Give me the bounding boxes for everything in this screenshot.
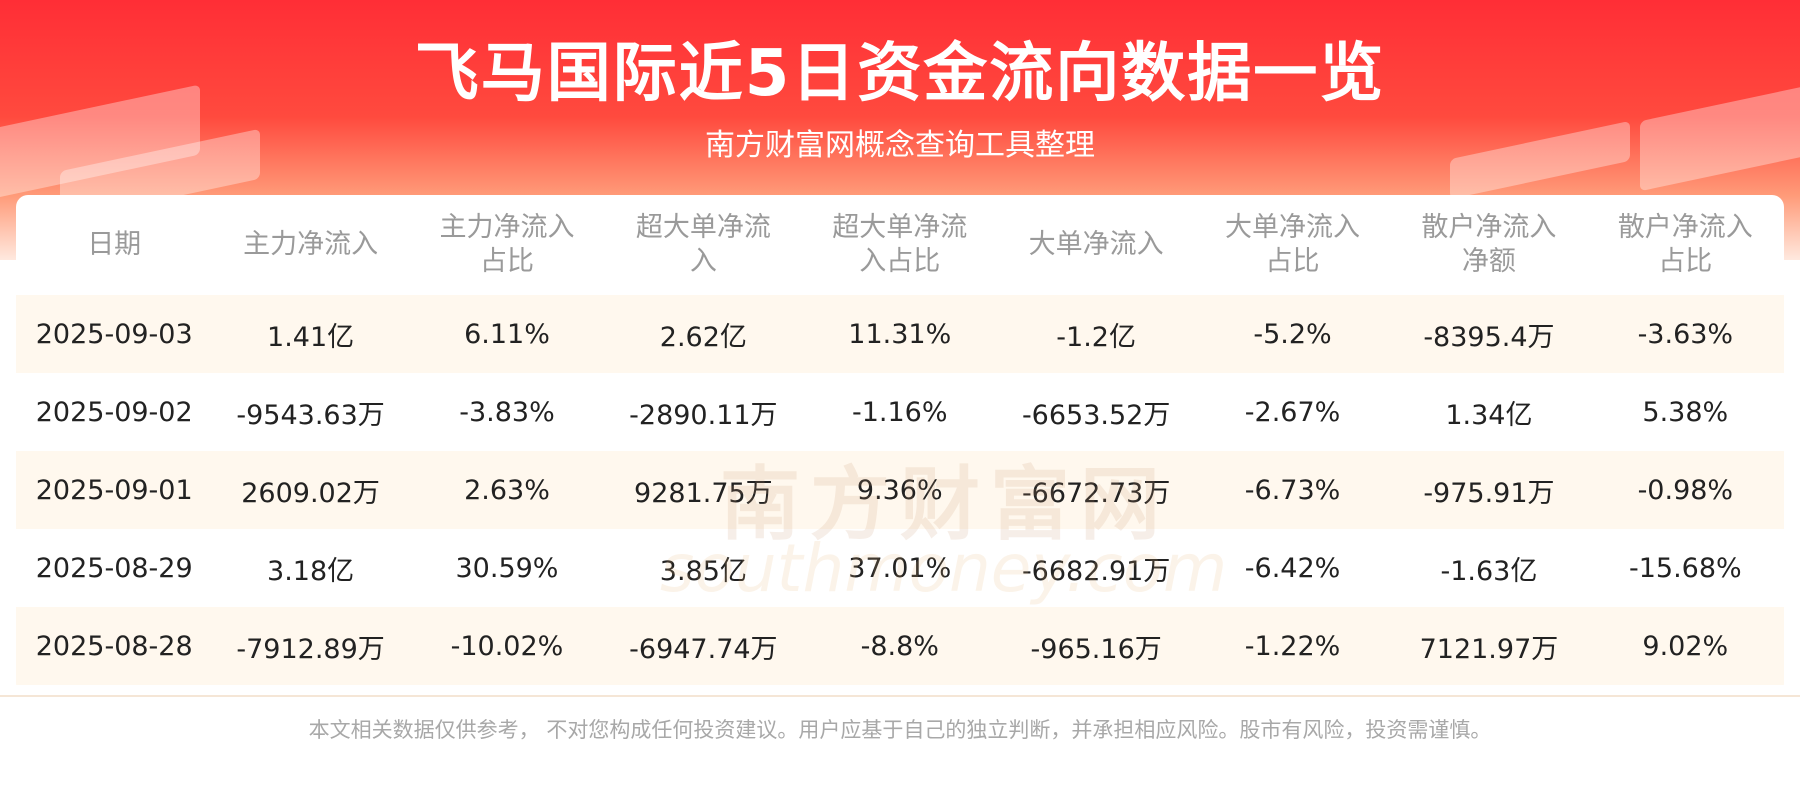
table-cell: 1.34亿 bbox=[1445, 399, 1533, 431]
column-header-text: 日期 bbox=[87, 229, 142, 260]
table-cell: 2025-08-29 bbox=[35, 552, 193, 584]
column-header: 超大单净流入 bbox=[605, 195, 801, 295]
table-cell: -6653.52万 bbox=[1021, 399, 1171, 431]
table-cell: -7912.89万 bbox=[236, 633, 385, 665]
watermark: southmoney.com bbox=[660, 530, 1228, 607]
column-header-text: 大单净流入占比 bbox=[1225, 212, 1361, 277]
table-cell: -965.16万 bbox=[1030, 633, 1162, 665]
table-cell: -10.02% bbox=[450, 630, 564, 662]
column-header: 主力净流入 bbox=[212, 195, 408, 295]
table-cell: 3.18亿 bbox=[267, 555, 355, 587]
table-cell: -1.16% bbox=[852, 396, 948, 428]
table-cell: 2609.02万 bbox=[241, 477, 380, 509]
subtitle: 南方财富网概念查询工具整理 bbox=[705, 128, 1095, 163]
table-cell: 2025-09-03 bbox=[35, 318, 193, 350]
column-header: 大单净流入 bbox=[998, 195, 1194, 295]
header-row: 日期 主力净流入 主力净流入占比 超大单净流入 超大单净流入占比 大单净流入 大单净流入占比… bbox=[16, 195, 1784, 295]
column-header-text: 超大单净流入 bbox=[635, 212, 771, 277]
table-row: 2025-08-28 -7912.89万 -10.02% -6947.74万 -8.8%… bbox=[16, 607, 1784, 685]
table-cell: 9.02% bbox=[1642, 630, 1729, 662]
table-cell: -6.73% bbox=[1244, 474, 1341, 506]
table-cell: 6.11% bbox=[464, 318, 550, 350]
table-cell: -975.91万 bbox=[1423, 477, 1555, 509]
footer: 本文相关数据仅供参考， 不对您构成任何投资建议。用户应基于自己的独立判断，并承担… bbox=[308, 718, 1492, 742]
table-row: 2025-09-02 -9543.63万 -3.83% -2890.11万 -1.16%… bbox=[16, 373, 1784, 451]
table-cell: -6.42% bbox=[1244, 552, 1341, 584]
column-header: 大单净流入占比 bbox=[1194, 195, 1390, 295]
column-header: 超大单净流入占比 bbox=[802, 195, 998, 295]
table-cell: -6682.91万 bbox=[1021, 555, 1171, 587]
table-cell: 37.01% bbox=[848, 552, 952, 584]
column-header-text: 大单净流入 bbox=[1028, 229, 1164, 260]
table-cell: 3.85亿 bbox=[659, 555, 747, 587]
column-header-text: 主力净流入 bbox=[243, 229, 379, 260]
watermark: 南方财富网 bbox=[720, 458, 1170, 551]
table-cell: -0.98% bbox=[1637, 474, 1734, 506]
column-header: 散户净流入净额 bbox=[1391, 195, 1587, 295]
table-cell: -3.83% bbox=[459, 396, 555, 428]
table-cell: -5.2% bbox=[1253, 318, 1332, 350]
table-cell: -1.22% bbox=[1244, 630, 1341, 662]
table-cell: -3.63% bbox=[1637, 318, 1734, 350]
table-row: 2025-09-03 1.41亿 6.11% 2.62亿 11.31% -1.2亿 -5.2… bbox=[16, 295, 1784, 373]
table-row: 2025-08-29 3.18亿 30.59% 3.85亿 37.01% -6682.91… bbox=[16, 529, 1784, 607]
column-header-text: 散户净流入净额 bbox=[1421, 212, 1557, 277]
table-cell: 7121.97万 bbox=[1419, 633, 1559, 665]
table: 日期 主力净流入 主力净流入占比 超大单净流入 超大单净流入占比 大单净流入 大单净流入占比… bbox=[16, 195, 1784, 695]
divider bbox=[0, 695, 1800, 697]
table-cell: 2025-09-01 bbox=[35, 474, 193, 506]
column-header-text: 超大单净流入占比 bbox=[832, 212, 968, 277]
table-cell: 9281.75万 bbox=[634, 477, 773, 509]
table-cell: -9543.63万 bbox=[236, 399, 385, 431]
title: 飞马国际近5日资金流向数据一览 bbox=[414, 37, 1386, 111]
table-cell: -8.8% bbox=[860, 630, 939, 662]
table-row: 2025-09-01 2609.02万 2.63% 9281.75万 9.36% -667… bbox=[16, 451, 1784, 529]
table-cell: 5.38% bbox=[1642, 396, 1729, 428]
table-cell: -15.68% bbox=[1628, 552, 1742, 584]
table-cell: -8395.4万 bbox=[1423, 321, 1555, 353]
table-cell: -2890.11万 bbox=[629, 399, 778, 431]
table-cell: 1.41亿 bbox=[267, 321, 355, 353]
column-header: 散户净流入占比 bbox=[1587, 195, 1783, 295]
table-cell: 30.59% bbox=[455, 552, 559, 584]
column-header-text: 散户净流入占比 bbox=[1617, 212, 1753, 277]
table-cell: 9.36% bbox=[856, 474, 943, 506]
table-cell: 2025-08-28 bbox=[35, 630, 193, 662]
table-cell: -2.67% bbox=[1244, 396, 1341, 428]
table-cell: -6947.74万 bbox=[629, 633, 778, 665]
column-header: 日期 bbox=[16, 195, 212, 295]
table-cell: 2.63% bbox=[464, 474, 550, 506]
table-cell: 2025-09-02 bbox=[35, 396, 193, 428]
table-cell: 2.62亿 bbox=[659, 321, 747, 353]
table-cell: -6672.73万 bbox=[1021, 477, 1171, 509]
column-header-text: 主力净流入占比 bbox=[439, 212, 575, 277]
column-header: 主力净流入占比 bbox=[409, 195, 605, 295]
table-cell: -1.2亿 bbox=[1056, 321, 1136, 353]
table-cell: 11.31% bbox=[848, 318, 952, 350]
table-cell: -1.63亿 bbox=[1440, 555, 1538, 587]
